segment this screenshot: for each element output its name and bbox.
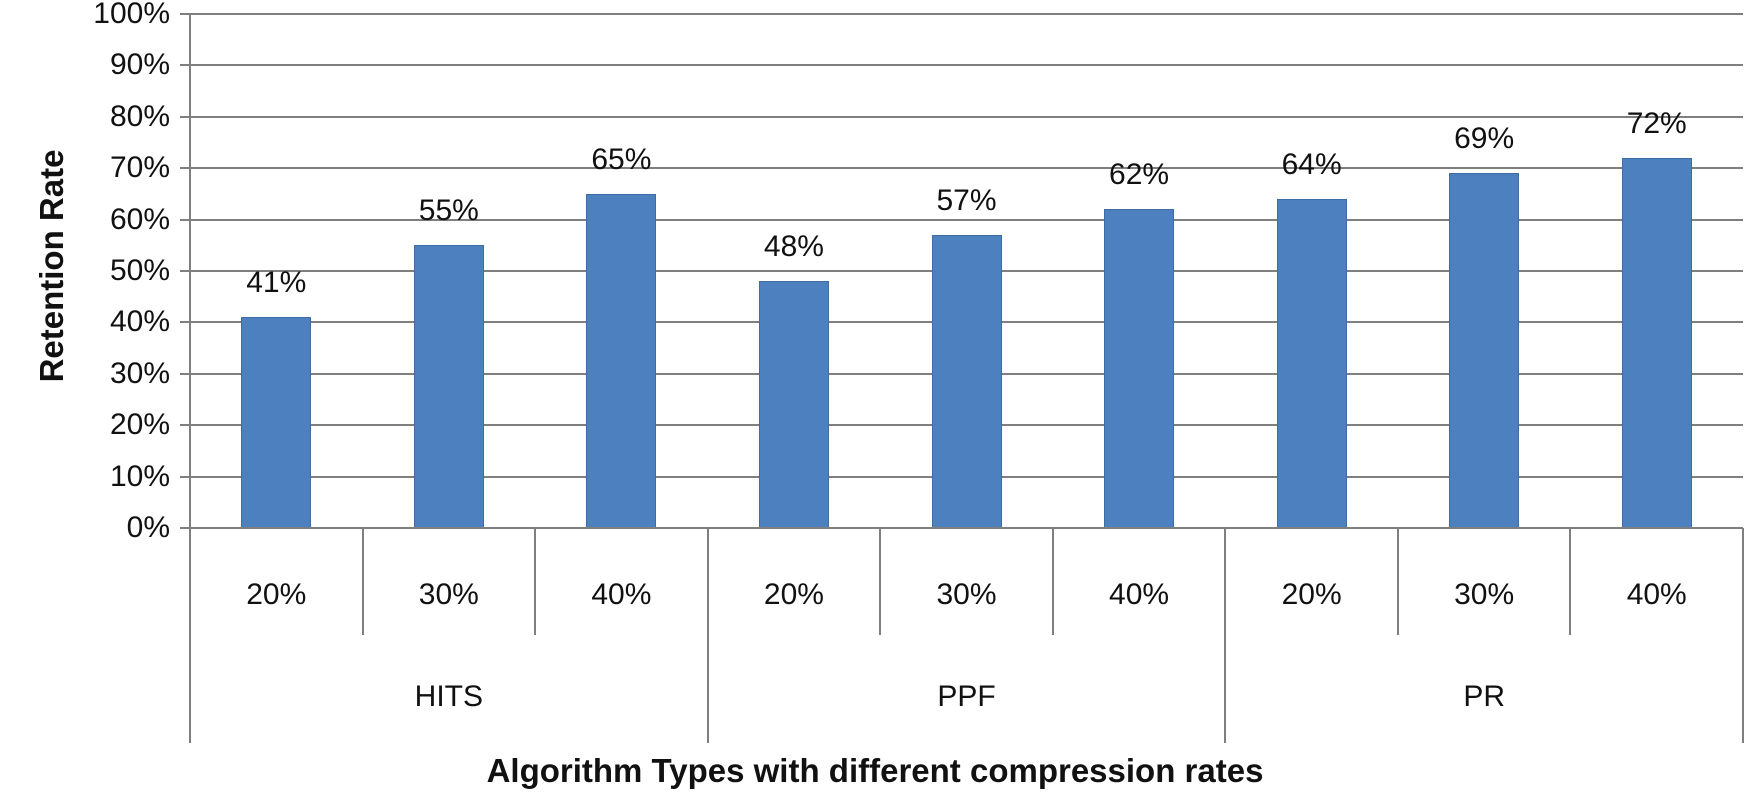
bar-value-label: 57% xyxy=(936,184,997,218)
bar-hits-30 xyxy=(413,245,484,528)
gridline xyxy=(190,64,1743,67)
group-separator xyxy=(1224,528,1227,743)
bar-pr-40 xyxy=(1621,157,1692,528)
x-category-label: 20% xyxy=(763,578,824,611)
x-category-label: 20% xyxy=(246,578,307,611)
y-axis-tick xyxy=(180,475,190,478)
y-axis-tick-label: 100% xyxy=(93,0,170,30)
y-axis-tick xyxy=(180,13,190,15)
bar-hits-20 xyxy=(241,317,312,528)
category-separator xyxy=(879,528,882,635)
x-group-label: HITS xyxy=(414,680,483,713)
x-category-label: 40% xyxy=(1109,578,1170,611)
bar-pr-30 xyxy=(1449,173,1520,528)
bar-value-label: 55% xyxy=(418,194,479,228)
y-axis-line xyxy=(189,14,191,743)
x-category-label: 30% xyxy=(1454,578,1515,611)
x-axis-line xyxy=(190,527,1743,529)
category-separator xyxy=(1396,528,1399,635)
y-axis-tick xyxy=(180,64,190,67)
bar-ppf-20 xyxy=(758,281,829,528)
y-axis-tick-label: 0% xyxy=(126,511,170,544)
bar-value-label: 62% xyxy=(1109,158,1170,192)
category-separator xyxy=(1051,528,1054,635)
bar-value-label: 72% xyxy=(1626,106,1687,140)
gridline xyxy=(190,167,1743,170)
y-axis-tick xyxy=(180,167,190,170)
gridline xyxy=(190,218,1743,221)
y-axis-tick xyxy=(180,270,190,272)
y-axis-tick-label: 80% xyxy=(109,99,170,133)
x-axis-title: Algorithm Types with different compressi… xyxy=(486,752,1264,789)
group-separator xyxy=(1742,528,1744,743)
bar-pr-20 xyxy=(1276,199,1347,528)
y-axis-tick-label: 70% xyxy=(109,151,170,185)
y-axis-tick-label: 10% xyxy=(109,459,170,493)
y-axis-tick-label: 90% xyxy=(109,48,170,82)
x-category-label: 20% xyxy=(1281,578,1342,611)
bar-hits-40 xyxy=(586,193,657,528)
y-axis-tick xyxy=(180,321,190,324)
y-axis-tick-label: 20% xyxy=(109,408,170,442)
y-axis-tick-label: 40% xyxy=(109,305,170,339)
x-group-label: PPF xyxy=(937,680,996,713)
bar-value-label: 64% xyxy=(1281,148,1342,182)
y-axis-tick-label: 50% xyxy=(109,254,170,287)
y-axis-tick-label: 60% xyxy=(109,202,170,236)
bar-ppf-30 xyxy=(931,235,1002,528)
gridline xyxy=(190,115,1743,118)
category-separator xyxy=(361,528,364,635)
x-category-label: 30% xyxy=(936,578,997,611)
x-group-label: PR xyxy=(1463,680,1505,713)
y-axis-tick xyxy=(180,372,190,375)
y-axis-tick xyxy=(180,527,190,529)
y-axis-tick xyxy=(180,115,190,118)
category-separator xyxy=(1569,528,1572,635)
bar-value-label: 41% xyxy=(246,266,307,300)
bar-value-label: 65% xyxy=(591,142,652,176)
y-axis-tick-label: 30% xyxy=(109,356,170,390)
gridline xyxy=(190,13,1743,15)
group-separator xyxy=(706,528,709,743)
x-category-label: 40% xyxy=(591,578,652,611)
x-category-label: 40% xyxy=(1626,578,1687,611)
y-axis-tick xyxy=(180,424,190,427)
bar-ppf-40 xyxy=(1104,209,1175,528)
bar-value-label: 48% xyxy=(763,230,824,264)
x-category-label: 30% xyxy=(418,578,479,611)
bar-value-label: 69% xyxy=(1454,122,1515,156)
y-axis-tick xyxy=(180,218,190,221)
category-separator xyxy=(534,528,537,635)
